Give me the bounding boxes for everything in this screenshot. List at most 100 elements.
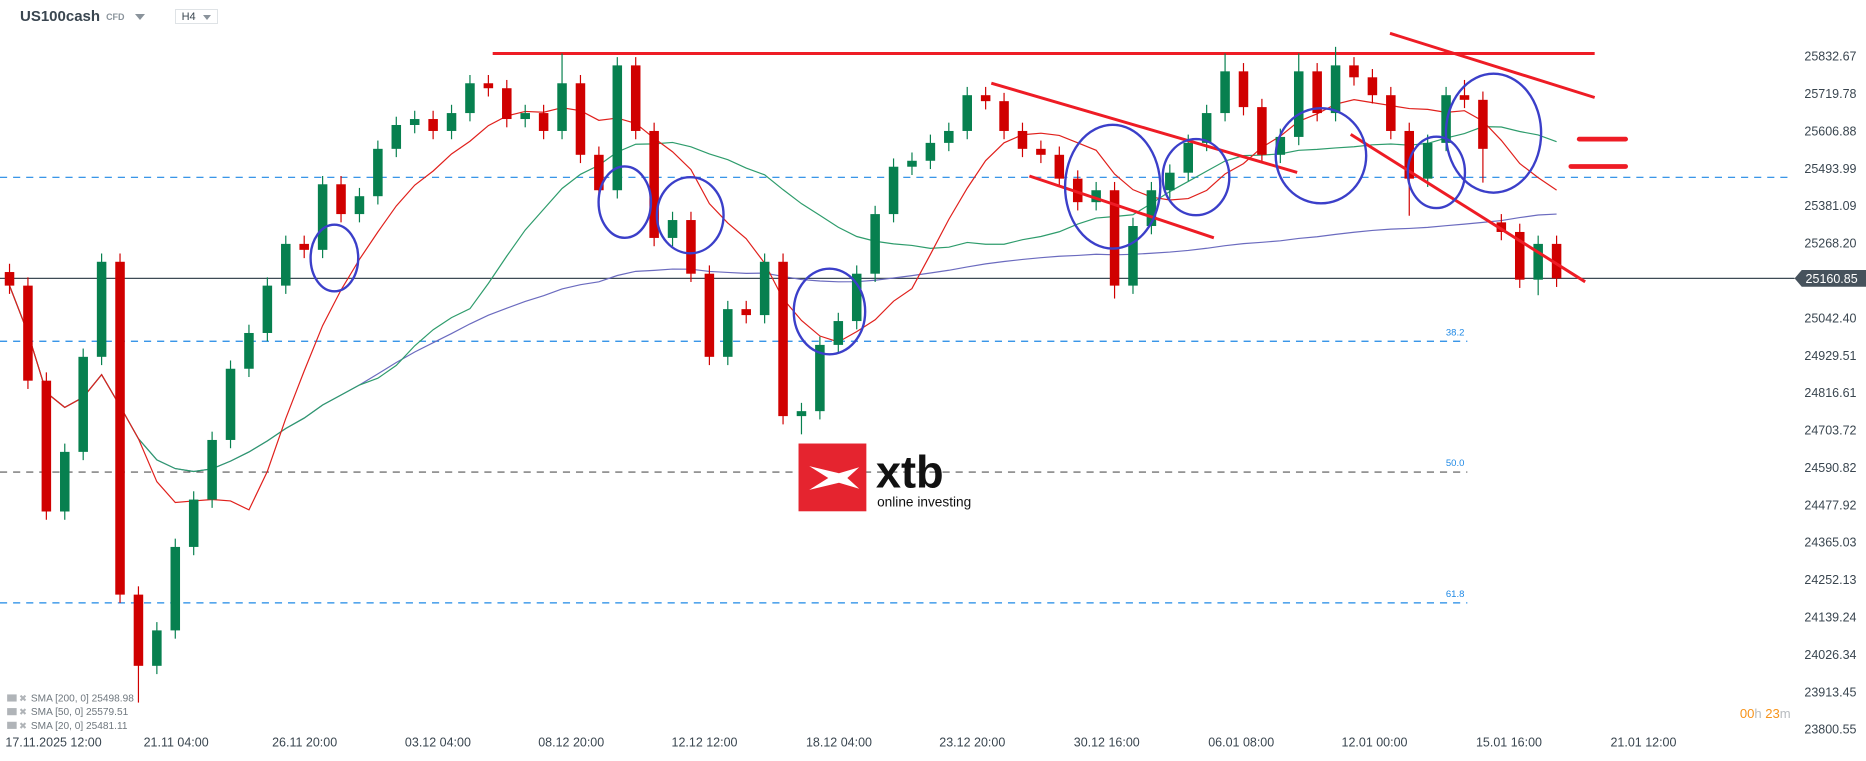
candle-body: [354, 196, 365, 215]
candle: [336, 175, 346, 223]
highlight-circle: [792, 267, 867, 356]
candle-body: [115, 261, 125, 595]
time-axis[interactable]: 17.11.2025 12:00 21.11 04:00 26.11 20:00 03…: [5, 736, 1676, 750]
price-tick-label: 24703.72: [1804, 424, 1856, 438]
candle: [1422, 134, 1433, 187]
time-tick-label: 18.12 04:00: [806, 736, 872, 750]
candle-body: [1091, 190, 1101, 203]
candle-body: [244, 332, 254, 369]
sma-50-line: [8, 126, 1557, 473]
candle-body: [575, 83, 586, 155]
candle: [281, 235, 291, 294]
price-tick-label: 23800.55: [1804, 723, 1856, 737]
candle: [686, 211, 696, 282]
candle-body: [336, 184, 346, 215]
candle-body: [1293, 71, 1304, 137]
indicator-remove-icon[interactable]: ✖: [19, 707, 27, 718]
candle: [1054, 146, 1065, 187]
time-tick-label: 23.12 20:00: [939, 736, 1005, 750]
indicator-remove-icon[interactable]: ✖: [19, 694, 27, 705]
candle: [96, 253, 107, 366]
symbol-dropdown-icon[interactable]: [134, 13, 145, 20]
candle: [1036, 140, 1046, 164]
candle-body: [704, 273, 715, 357]
candle-body: [1551, 243, 1562, 279]
highlight-circle: [1063, 123, 1162, 250]
indicator-label: SMA [200, 0] 25498.98: [31, 694, 134, 705]
candle-body: [41, 380, 52, 512]
candle-body: [962, 95, 972, 131]
candle: [1072, 170, 1083, 211]
candle-body: [1275, 136, 1286, 155]
candle: [759, 253, 770, 324]
candle-body: [133, 594, 144, 666]
candle-body: [686, 220, 696, 274]
candle-body: [465, 83, 475, 114]
candle: [4, 263, 15, 294]
candle-body: [1349, 65, 1359, 78]
candle: [244, 324, 254, 378]
candle-body: [262, 285, 273, 333]
trend-channel-line: [1349, 133, 1586, 284]
candle-body: [1072, 178, 1083, 203]
candle: [428, 110, 438, 140]
candle: [1551, 235, 1562, 287]
candle: [1349, 57, 1359, 86]
current-price-tag: [1794, 270, 1866, 287]
candle-body: [1514, 231, 1525, 280]
candle: [1367, 69, 1378, 104]
candle-body: [1054, 154, 1065, 179]
trend-channel-line: [1389, 31, 1596, 99]
indicator-settings-icon[interactable]: [7, 721, 17, 729]
candle-body: [1201, 113, 1212, 143]
candle: [1478, 91, 1488, 183]
candle-timer: 00h 23m: [1740, 706, 1791, 721]
candle: [1183, 134, 1193, 181]
candle: [152, 622, 162, 675]
timeframe-value: H4: [181, 10, 196, 23]
highlight-circle: [597, 165, 653, 240]
drawings[interactable]: [309, 31, 1628, 356]
candle: [1128, 217, 1138, 294]
candle: [723, 300, 733, 366]
time-tick-label: 15.01 16:00: [1476, 736, 1542, 750]
candle: [1017, 122, 1028, 158]
timeframe-select[interactable]: H4: [174, 9, 218, 24]
current-price-label: 25160.85: [1806, 272, 1858, 286]
candle: [1146, 181, 1157, 235]
candle: [980, 86, 991, 110]
price-tick-label: 24252.13: [1804, 573, 1856, 587]
indicator-settings-icon[interactable]: [7, 694, 17, 702]
candle-body: [1478, 99, 1488, 149]
candle-body: [1165, 172, 1175, 191]
timer-m-unit: m: [1780, 706, 1791, 721]
time-tick-label: 06.01 08:00: [1208, 736, 1274, 750]
price-axis[interactable]: 25832.67 25719.78 25606.88 25493.99 25381.09…: [1794, 50, 1866, 737]
fib-level-label: 38.2: [1446, 327, 1465, 338]
candle: [649, 122, 659, 247]
symbol-name[interactable]: US100cash: [20, 8, 101, 25]
fib-level-label: 50.0: [1446, 458, 1465, 469]
candle-body: [1183, 142, 1193, 173]
price-tick-label: 25493.99: [1804, 162, 1856, 176]
candle: [188, 491, 199, 556]
highlight-circle: [1406, 135, 1467, 210]
indicator-remove-icon[interactable]: ✖: [19, 721, 27, 732]
time-tick-label: 21.11 04:00: [144, 736, 209, 750]
candle: [944, 122, 954, 152]
candle: [1257, 98, 1267, 164]
candle: [594, 146, 604, 199]
candle: [1091, 181, 1101, 211]
candle-body: [999, 101, 1009, 131]
candle-body: [428, 119, 438, 131]
time-tick-label: 26.11 20:00: [272, 736, 337, 750]
candle-body: [23, 285, 33, 381]
candle-body: [1017, 130, 1028, 149]
candle-body: [538, 113, 549, 131]
indicator-settings-icon[interactable]: [7, 708, 17, 716]
candle: [170, 538, 181, 639]
price-tick-label: 25606.88: [1804, 124, 1856, 138]
candle-body: [1312, 71, 1322, 114]
candle-body: [1386, 95, 1396, 131]
